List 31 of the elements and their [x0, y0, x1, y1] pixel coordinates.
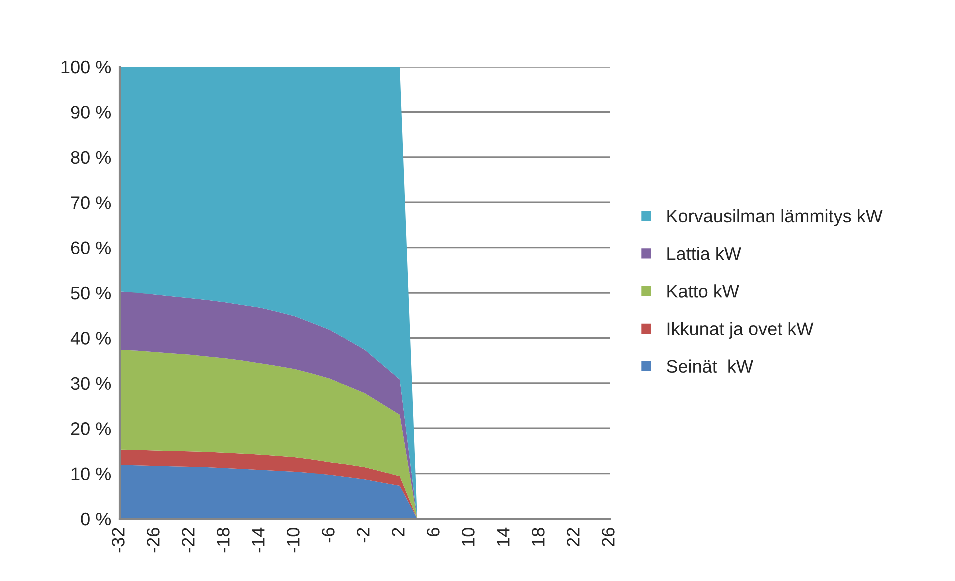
y-tick-label: 10 % [72, 468, 112, 481]
x-tick-label: 2 [392, 528, 405, 536]
x-tick-label: -26 [147, 528, 160, 553]
y-tick-label: 0 % [81, 512, 112, 526]
y-tick-label: 30 % [71, 377, 112, 390]
x-tick-label: -6 [322, 528, 335, 543]
x-tick-label: 26 [602, 528, 615, 547]
y-tick-label: 100 % [62, 60, 112, 74]
x-tick-label: -18 [217, 528, 230, 553]
x-tick-label: 14 [497, 528, 510, 546]
legend-label: Korvausilman lämmitys kW [668, 209, 883, 226]
legend-label: Lattia kW [668, 246, 742, 260]
y-tick-label: 40 % [70, 332, 112, 345]
x-tick-label: -14 [252, 528, 265, 553]
legend-label: Ikkunat ja ovet kW [668, 322, 814, 340]
x-tick-label: -22 [182, 528, 195, 553]
x-tick-label: 22 [567, 528, 580, 547]
y-tick-label: 20 % [71, 422, 112, 436]
y-tick-label: 90 % [71, 106, 112, 119]
legend-label: Katto kW [668, 284, 740, 298]
y-tick-label: 60 % [71, 242, 112, 255]
y-tick-label: 50 % [71, 286, 112, 300]
x-tick-label: -10 [287, 528, 300, 553]
x-tick-label: 18 [532, 528, 545, 546]
y-tick-label: 70 % [71, 196, 112, 210]
legend-label: Seinät kW [667, 360, 754, 374]
x-tick-label: 10 [462, 528, 475, 546]
x-tick-label: 6 [427, 528, 440, 536]
y-tick-label: 80 % [71, 151, 112, 164]
x-tick-label: -2 [357, 528, 370, 543]
x-tick-label: -32 [112, 528, 125, 553]
